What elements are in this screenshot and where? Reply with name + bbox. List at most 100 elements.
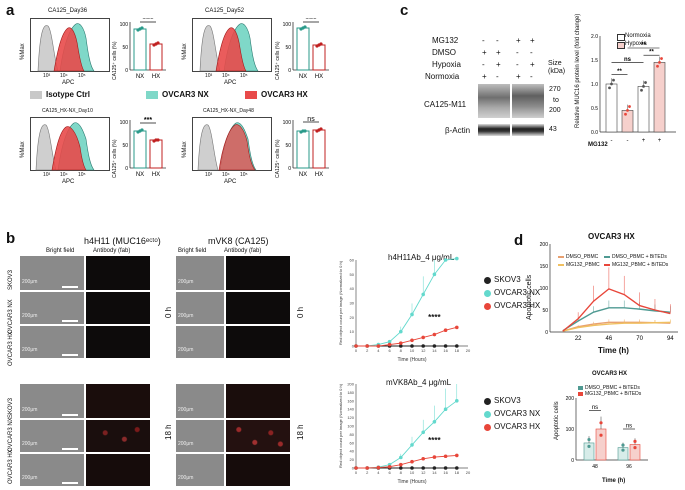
legend-mg132-bited: MG132_PBMC + BiTEDs — [612, 262, 669, 268]
treat-name: DMSO — [432, 48, 456, 57]
data-point — [443, 258, 448, 262]
x-tick: 96 — [626, 464, 632, 470]
legend-swatch — [604, 256, 610, 258]
y-tick: 0 — [288, 68, 291, 74]
chart-title: h4H11Ab_4 μg/mL — [388, 253, 455, 262]
y-tick: 50 — [122, 143, 128, 149]
y-tick: 0 — [125, 166, 128, 172]
scale-label: 200μm — [22, 279, 38, 285]
legend-skov3: SKOV3 — [494, 275, 521, 284]
scale-label: 200μm — [178, 347, 194, 353]
x-tick: 14 — [432, 470, 437, 475]
data-point — [443, 344, 448, 348]
scale-label: 200μm — [178, 441, 194, 447]
y-tick: 0 — [125, 68, 128, 74]
sig-label: ns — [624, 57, 632, 63]
row-label: OVCAR3 HX — [8, 449, 14, 484]
col-bright-1: Bright field — [46, 248, 75, 254]
panel-label-b: b — [6, 230, 16, 247]
y-tick: 0.5 — [591, 106, 598, 112]
y-tick: 100 — [540, 286, 549, 292]
data-point — [642, 85, 645, 88]
y-axis-label: Red object count per image (Normalized t… — [338, 383, 343, 468]
bar — [637, 86, 650, 133]
apoptosis-bar-chart: 0 100 200 48 ns 96 ns — [566, 396, 648, 470]
bar-xlabel: MG132 — [588, 142, 608, 148]
legend-swatch — [578, 386, 583, 390]
treat-name: Hypoxia — [432, 60, 461, 69]
x-axis-label: Time (Hours) — [398, 357, 427, 363]
y-tick: 1.5 — [591, 58, 598, 64]
bar-chart: 0 50 100 **** NX HX — [120, 18, 166, 80]
legend-swatch-hx — [245, 91, 257, 99]
mw-label: 43 — [549, 126, 557, 133]
y-tick: 200 — [566, 396, 575, 402]
scale-label: 200μm — [22, 407, 38, 413]
treatment-mark: + — [482, 48, 487, 57]
data-point — [599, 433, 603, 437]
series-line — [356, 326, 457, 347]
y-tick: 50 — [285, 143, 291, 149]
mw-label: 270 — [549, 86, 561, 93]
data-point — [455, 256, 459, 261]
time-label-0h: 0 h — [164, 306, 173, 318]
sig-label: ns — [307, 116, 315, 123]
y-tick: 160 — [347, 398, 354, 403]
bar-ylabel: CA125⁺ cells (%) — [275, 41, 281, 80]
legend-normoxia: Normoxia — [625, 33, 651, 39]
x-tick: 4 — [377, 348, 380, 353]
d-bot-title: OVCAR3 HX — [592, 371, 628, 377]
bar-chart: 0 50 100 *** NX HX — [120, 117, 166, 178]
hist-xlabel: APC — [62, 179, 75, 185]
sig-label: ** — [649, 50, 654, 56]
data-point — [628, 105, 631, 108]
treatment-mark: + — [496, 48, 501, 57]
data-point — [633, 439, 637, 443]
data-point — [443, 328, 448, 333]
data-point — [399, 462, 403, 467]
x-tick: 20 — [466, 470, 471, 475]
x-tick: NX — [299, 172, 307, 178]
row-label: OVCAR3 NX — [8, 299, 14, 334]
data-point — [455, 453, 459, 458]
bar-ylabel: Relative MUC16 protein level (fold chang… — [575, 13, 581, 128]
data-point — [455, 466, 459, 470]
data-point — [421, 456, 425, 461]
y-tick: 100 — [347, 424, 354, 429]
legend-ovcar3-nx: OVCAR3 NX — [494, 288, 541, 297]
scale-label: 200μm — [22, 347, 38, 353]
data-point — [660, 57, 663, 60]
d-bot-xlabel: Time (h) — [602, 478, 626, 484]
panel-label-d: d — [514, 232, 524, 249]
y-tick: 180 — [347, 390, 354, 395]
blot-ca125-left — [478, 84, 510, 118]
scale-label: 200μm — [178, 407, 194, 413]
y-tick: 10 — [350, 329, 355, 334]
data-point — [432, 272, 437, 277]
x-tick: NX — [136, 172, 144, 178]
bar-ylabel: CA125⁺ cells (%) — [275, 139, 281, 178]
treatment-mark: - — [482, 60, 485, 69]
row-label: OVCAR3 HX — [8, 331, 14, 366]
size-label: Size (kDa) — [548, 60, 566, 75]
data-point — [658, 61, 661, 64]
bar — [621, 110, 634, 133]
x-tick: 10⁴ — [222, 73, 230, 79]
x-tick: 10⁴ — [60, 172, 68, 178]
y-tick: 50 — [542, 308, 548, 314]
legend-mg132-pbmc: MG132_PBMC — [566, 262, 600, 268]
bar-chart: 0 50 100 **** NX HX — [283, 18, 329, 80]
legend-dmso-bited: DMSO_PBMC + BiTEDs — [612, 254, 667, 260]
legend-dmso-bited: DMSO_PBMC + BiTEDs — [585, 385, 640, 391]
data-point — [354, 344, 358, 348]
y-tick: 100 — [120, 120, 128, 126]
x-tick: 0 — [355, 348, 358, 353]
hist-xlabel: APC — [224, 80, 237, 86]
hist-xlabel: APC — [62, 80, 75, 86]
x-tick: + — [642, 138, 646, 144]
legend-ovcar3-hx: OVCAR3 HX — [494, 301, 541, 310]
data-point — [410, 459, 414, 464]
data-point — [432, 466, 437, 470]
x-tick: 10⁴ — [60, 73, 68, 79]
data-point — [421, 335, 425, 340]
